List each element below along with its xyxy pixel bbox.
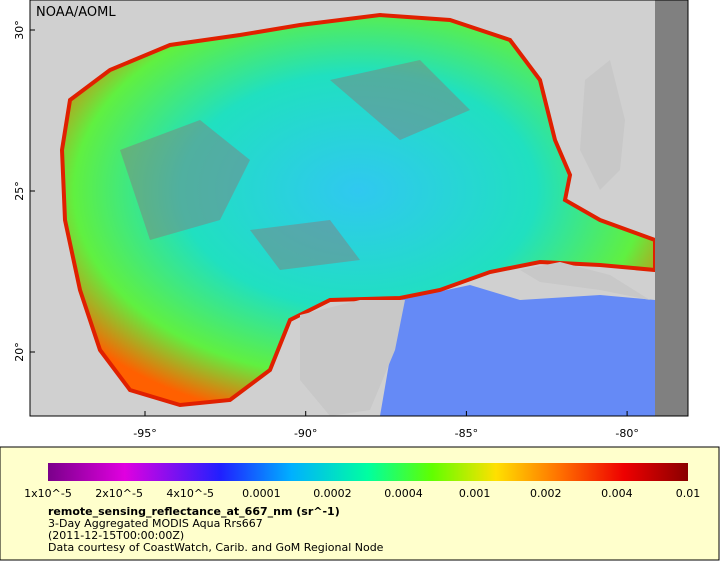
cuba (520, 262, 650, 300)
colorbar-label: 0.001 (459, 487, 491, 500)
colorbar-label: 0.01 (676, 487, 701, 500)
caption-line: 3-Day Aggregated MODIS Aqua Rrs667 (48, 517, 263, 530)
caribbean-data (380, 285, 655, 416)
caption-lines: 3-Day Aggregated MODIS Aqua Rrs667(2011-… (48, 517, 384, 554)
lon-label: -95° (133, 427, 156, 440)
gulf-data (59, 12, 657, 408)
colorbar-label: 2x10^-5 (95, 487, 143, 500)
lon-label: -80° (615, 427, 638, 440)
colorbar-label: 0.002 (530, 487, 562, 500)
colorbar-label: 1x10^-5 (24, 487, 72, 500)
lon-label: -90° (294, 427, 317, 440)
colorbar-label: 0.0004 (384, 487, 423, 500)
lat-label: 20° (13, 342, 26, 362)
lat-label: 25° (13, 181, 26, 201)
map: NOAA/AOML (29, 0, 689, 417)
axes: 30° 25° 20° -95° -90° -85° -80° (13, 20, 639, 440)
caption-line: Data courtesy of CoastWatch, Carib. and … (48, 541, 384, 554)
credit: NOAA/AOML (36, 5, 116, 20)
yucatan (300, 300, 405, 416)
colorbar-label: 0.0001 (242, 487, 281, 500)
colorbar-label: 0.0002 (313, 487, 352, 500)
map-frame (29, 0, 689, 417)
no-data (120, 60, 470, 270)
colorbar-label: 0.004 (601, 487, 633, 500)
florida (580, 60, 625, 190)
caption-variable: remote_sensing_reflectance_at_667_nm (sr… (48, 505, 340, 518)
no-data-east (655, 0, 688, 416)
colorbar (48, 463, 688, 481)
caption-line: (2011-12-15T00:00:00Z) (48, 529, 184, 542)
colorbar-labels: 1x10^-5 2x10^-5 4x10^-5 0.0001 0.0002 0.0004 0… (24, 487, 700, 500)
lon-label: -85° (455, 427, 478, 440)
colorbar-label: 4x10^-5 (166, 487, 214, 500)
lat-label: 30° (13, 20, 26, 40)
